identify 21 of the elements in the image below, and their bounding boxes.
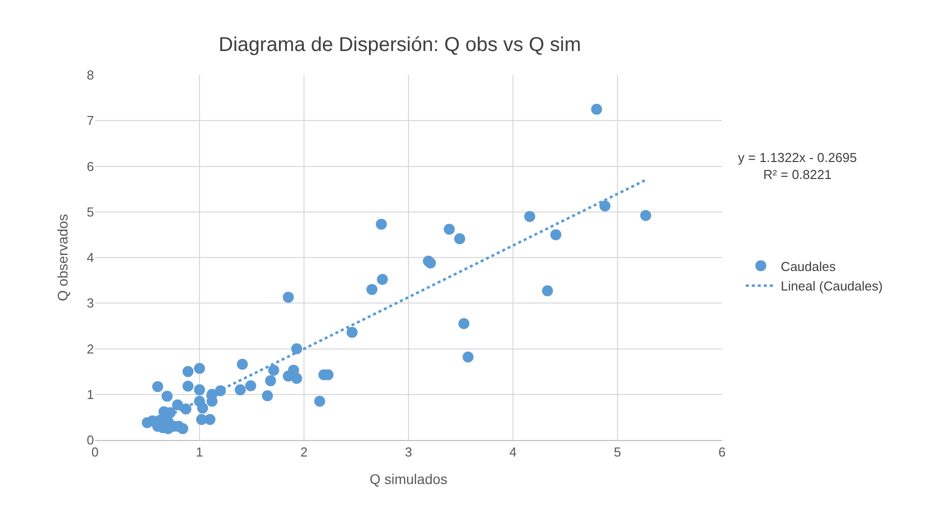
x-tick-label: 4 [509, 444, 517, 460]
y-tick-label: 4 [86, 250, 94, 266]
y-tick-label: 3 [86, 296, 94, 311]
chart-title: Diagrama de Dispersión: Q obs vs Q sim [218, 34, 582, 56]
y-tick-label: 2 [86, 341, 94, 356]
x-tick-label: 6 [718, 444, 726, 460]
text: y = 1.1322x - 0.2695 R² = 0.8221 [738, 150, 857, 182]
y-tick-label: 6 [86, 158, 94, 174]
x-tick-label: 5 [614, 444, 622, 460]
legend-label: Lineal (Caudales) [780, 278, 883, 294]
y-tick-label: 1 [86, 386, 94, 402]
x-tick-label: 3 [404, 444, 412, 460]
y-tick-label: 8 [86, 68, 94, 83]
x-tick-label: 1 [196, 444, 204, 460]
y-tick-label: 5 [86, 204, 94, 220]
y-tick-label: 0 [86, 432, 94, 448]
y-axis-title: Q observados [54, 214, 70, 302]
x-axis-title: Q simulados [370, 470, 448, 487]
x-tick-label: 2 [300, 444, 308, 460]
legend-label: Caudales [780, 258, 836, 274]
y-tick-label: 7 [86, 113, 94, 128]
